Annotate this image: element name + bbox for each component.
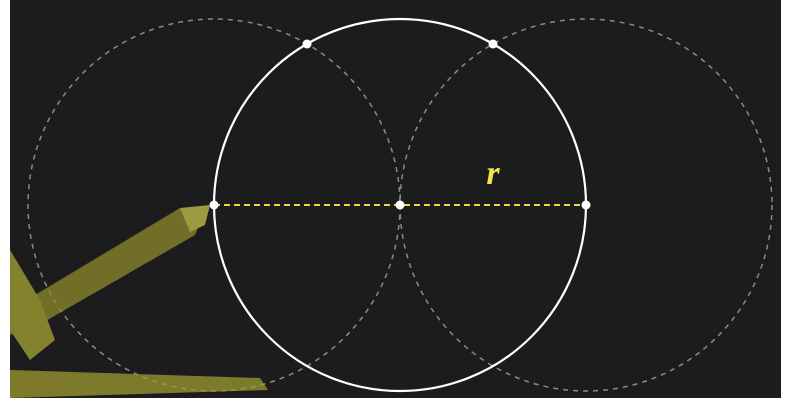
- point: [581, 200, 591, 210]
- point: [302, 39, 312, 49]
- point: [488, 39, 498, 49]
- background: [10, 0, 781, 398]
- radius-label: r: [486, 155, 500, 192]
- point: [209, 200, 219, 210]
- point: [395, 200, 405, 210]
- compass-blur: [10, 205, 268, 398]
